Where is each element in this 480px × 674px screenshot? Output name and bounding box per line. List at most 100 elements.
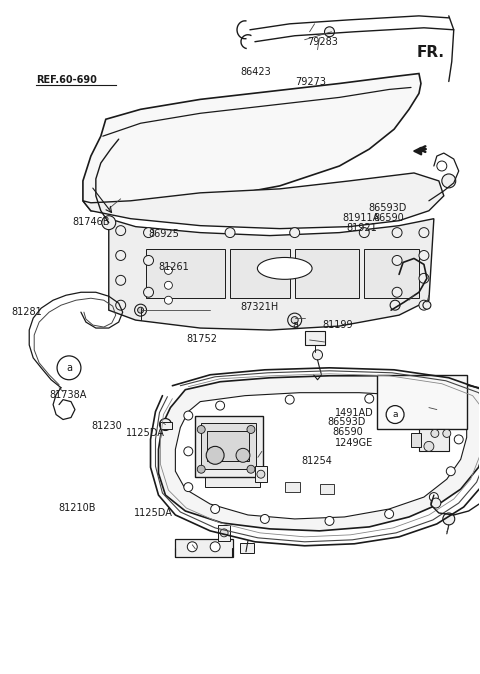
Text: 1125DA: 1125DA [126,429,165,439]
Circle shape [431,498,441,508]
Bar [255,466,267,482]
Circle shape [159,419,171,431]
Circle shape [365,394,374,403]
Circle shape [165,281,172,289]
Circle shape [324,27,335,37]
Bar [377,375,467,429]
Circle shape [211,505,220,514]
Circle shape [392,255,402,266]
Circle shape [290,228,300,237]
Circle shape [392,287,402,297]
Circle shape [165,266,172,274]
Bar [201,423,256,469]
Text: 81738A: 81738A [49,390,86,400]
Text: 81281: 81281 [11,307,42,317]
Circle shape [210,542,220,552]
Circle shape [165,297,172,304]
Circle shape [291,317,298,324]
Bar [411,433,421,448]
Circle shape [386,406,404,423]
Circle shape [312,350,323,360]
Text: 81199: 81199 [322,320,353,330]
Circle shape [144,228,154,237]
Circle shape [260,514,269,524]
Circle shape [144,287,154,297]
Bar [364,249,419,298]
Text: a: a [292,320,298,330]
Bar [207,431,249,461]
Text: 81752: 81752 [187,334,217,344]
Bar [230,249,290,298]
Bar [205,469,260,487]
Polygon shape [83,73,421,211]
Circle shape [197,465,205,473]
Text: 86423: 86423 [240,67,271,78]
Ellipse shape [257,257,312,279]
Text: 86590: 86590 [373,214,404,223]
Bar [218,525,230,541]
Text: 81210B: 81210B [59,503,96,513]
Circle shape [216,401,225,410]
Bar [295,249,360,298]
Text: 1125DA: 1125DA [134,508,173,518]
Circle shape [197,425,205,433]
Text: REF.60-690: REF.60-690 [36,75,96,86]
Circle shape [144,255,154,266]
Text: 81746B: 81746B [72,217,109,226]
Text: a: a [66,363,72,373]
Circle shape [325,516,334,526]
Text: FR.: FR. [417,45,444,61]
Circle shape [247,425,255,433]
Text: 81254: 81254 [301,456,332,466]
Text: 86593D: 86593D [369,204,407,214]
Circle shape [57,356,81,379]
Text: 79273: 79273 [295,78,326,88]
Circle shape [187,542,197,552]
Bar [175,539,233,557]
Circle shape [236,448,250,462]
Circle shape [431,429,439,437]
Circle shape [184,411,193,420]
Text: 81230: 81230 [91,421,122,431]
Text: 1491AD: 1491AD [335,408,373,418]
Circle shape [285,395,294,404]
Text: 81911A: 81911A [342,214,379,223]
Circle shape [247,465,255,473]
Circle shape [134,304,146,316]
Circle shape [184,483,193,491]
Circle shape [430,493,438,501]
Circle shape [424,441,434,452]
Bar [320,484,335,494]
Bar [285,482,300,492]
Circle shape [116,276,126,285]
Text: 1249GE: 1249GE [336,438,374,448]
Bar [305,331,324,345]
Text: 87321H: 87321H [240,302,278,312]
Text: 86590: 86590 [332,427,363,437]
Bar [195,416,263,477]
Circle shape [206,446,224,464]
Polygon shape [83,173,444,228]
Circle shape [419,274,429,283]
Circle shape [419,228,429,237]
Circle shape [288,313,301,327]
Circle shape [390,300,400,310]
Text: 79283: 79283 [307,37,338,47]
Circle shape [437,161,447,171]
Text: 81261: 81261 [159,262,190,272]
Circle shape [102,216,116,230]
Text: a: a [392,410,398,419]
Circle shape [443,513,455,525]
Bar [160,421,172,429]
Polygon shape [175,393,467,519]
Bar [419,429,449,452]
Circle shape [446,466,455,476]
Circle shape [257,470,265,478]
Circle shape [419,300,429,310]
Circle shape [116,300,126,310]
Circle shape [116,251,126,260]
Circle shape [138,307,144,313]
Circle shape [423,301,431,309]
Circle shape [220,529,228,537]
Circle shape [434,403,444,412]
